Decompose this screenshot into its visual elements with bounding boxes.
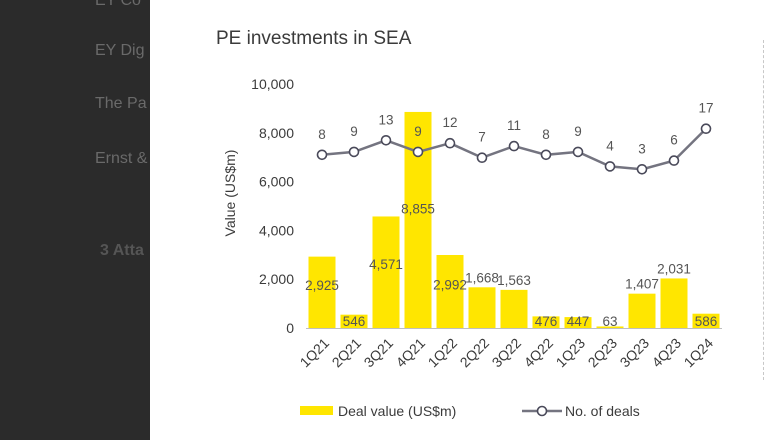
deals-value-label: 8 bbox=[542, 127, 550, 142]
deals-marker bbox=[444, 137, 456, 149]
bar bbox=[308, 256, 336, 328]
bar-value-label: 2,925 bbox=[305, 278, 339, 293]
deals-value-label: 9 bbox=[414, 124, 422, 139]
bar-value-label: 476 bbox=[535, 314, 558, 329]
bar-value-label: 1,668 bbox=[465, 270, 499, 285]
x-tick-label: 2Q23 bbox=[585, 335, 621, 371]
deals-value-label: 9 bbox=[574, 124, 582, 139]
bar bbox=[468, 287, 496, 328]
deals-value-label: 3 bbox=[638, 141, 646, 156]
deals-marker bbox=[636, 164, 648, 175]
x-tick-label: 4Q21 bbox=[393, 335, 429, 371]
bar-value-label: 8,855 bbox=[401, 201, 435, 216]
legend-label-deals: No. of deals bbox=[565, 403, 640, 419]
bar-value-label: 2,031 bbox=[657, 261, 691, 276]
deals-value-label: 4 bbox=[606, 138, 614, 153]
x-tick-label: 3Q22 bbox=[489, 335, 525, 371]
x-tick-label: 3Q21 bbox=[361, 335, 397, 371]
deals-marker bbox=[476, 152, 488, 163]
x-tick-label: 4Q23 bbox=[649, 335, 685, 371]
y-tick-label: 2,000 bbox=[259, 271, 294, 287]
deals-value-label: 6 bbox=[670, 133, 678, 148]
x-tick-label: 2Q21 bbox=[329, 335, 365, 371]
background-text: Ernst & bbox=[95, 150, 148, 167]
background-heading: 3 Atta bbox=[100, 242, 144, 259]
y-tick-label: 0 bbox=[286, 320, 294, 336]
chart-panel bbox=[150, 0, 782, 440]
deals-value-label: 9 bbox=[350, 124, 358, 139]
y-tick-label: 6,000 bbox=[259, 174, 294, 190]
chart-title: PE investments in SEA bbox=[216, 28, 412, 49]
bar bbox=[596, 326, 624, 328]
y-tick-label: 8,000 bbox=[259, 125, 294, 141]
x-tick-label: 2Q22 bbox=[457, 335, 493, 371]
x-tick-label: 4Q22 bbox=[521, 335, 557, 371]
deals-value-label: 17 bbox=[698, 101, 713, 116]
bar bbox=[564, 317, 592, 328]
bar bbox=[660, 278, 688, 328]
legend-swatch-deal-value bbox=[300, 406, 333, 415]
deals-value-label: 12 bbox=[442, 115, 457, 130]
bar-value-label: 586 bbox=[695, 314, 718, 329]
deals-marker bbox=[540, 149, 552, 161]
y-axis-label: Value (US$m) bbox=[222, 150, 238, 237]
deals-marker bbox=[316, 149, 328, 161]
bar bbox=[628, 293, 656, 328]
bar-value-label: 1,563 bbox=[497, 273, 531, 288]
bar-value-label: 4,571 bbox=[369, 257, 403, 272]
x-tick-label: 1Q24 bbox=[681, 335, 717, 371]
x-tick-label: 1Q23 bbox=[553, 335, 589, 371]
deals-marker bbox=[604, 161, 616, 172]
background-text: EY Dig bbox=[95, 42, 145, 59]
bar-value-label: 546 bbox=[343, 314, 366, 329]
deals-marker bbox=[668, 155, 680, 166]
x-tick-label: 1Q22 bbox=[425, 335, 461, 371]
deals-marker bbox=[572, 146, 584, 158]
bar bbox=[340, 314, 368, 328]
deals-marker bbox=[700, 123, 712, 134]
y-tick-label: 10,000 bbox=[251, 76, 294, 92]
deals-value-label: 8 bbox=[318, 127, 326, 142]
deals-value-label: 7 bbox=[478, 130, 486, 145]
deals-value-label: 13 bbox=[378, 112, 393, 127]
deals-marker bbox=[348, 146, 360, 158]
deals-value-label: 11 bbox=[507, 118, 521, 133]
deals-marker bbox=[412, 146, 424, 158]
bar bbox=[500, 289, 528, 328]
scrollbar[interactable] bbox=[763, 40, 766, 380]
background-text: EY Co bbox=[95, 0, 141, 9]
bar bbox=[372, 216, 400, 328]
deals-marker bbox=[380, 135, 392, 146]
legend-label-deal-value: Deal value (US$m) bbox=[338, 403, 456, 419]
bar bbox=[692, 313, 720, 328]
bar-value-label: 2,992 bbox=[433, 277, 467, 292]
legend-swatch-marker bbox=[536, 405, 548, 417]
bar bbox=[404, 111, 432, 328]
bar bbox=[436, 254, 464, 328]
bar-value-label: 447 bbox=[567, 314, 590, 329]
bar-value-label: 63 bbox=[602, 314, 617, 329]
bar-value-label: 1,407 bbox=[625, 277, 659, 292]
x-tick-label: 3Q23 bbox=[617, 335, 653, 371]
background-text: The Pa bbox=[95, 95, 147, 112]
y-tick-label: 4,000 bbox=[259, 222, 294, 238]
x-tick-label: 1Q21 bbox=[297, 335, 333, 371]
bar bbox=[532, 316, 560, 328]
deals-marker bbox=[508, 140, 520, 152]
